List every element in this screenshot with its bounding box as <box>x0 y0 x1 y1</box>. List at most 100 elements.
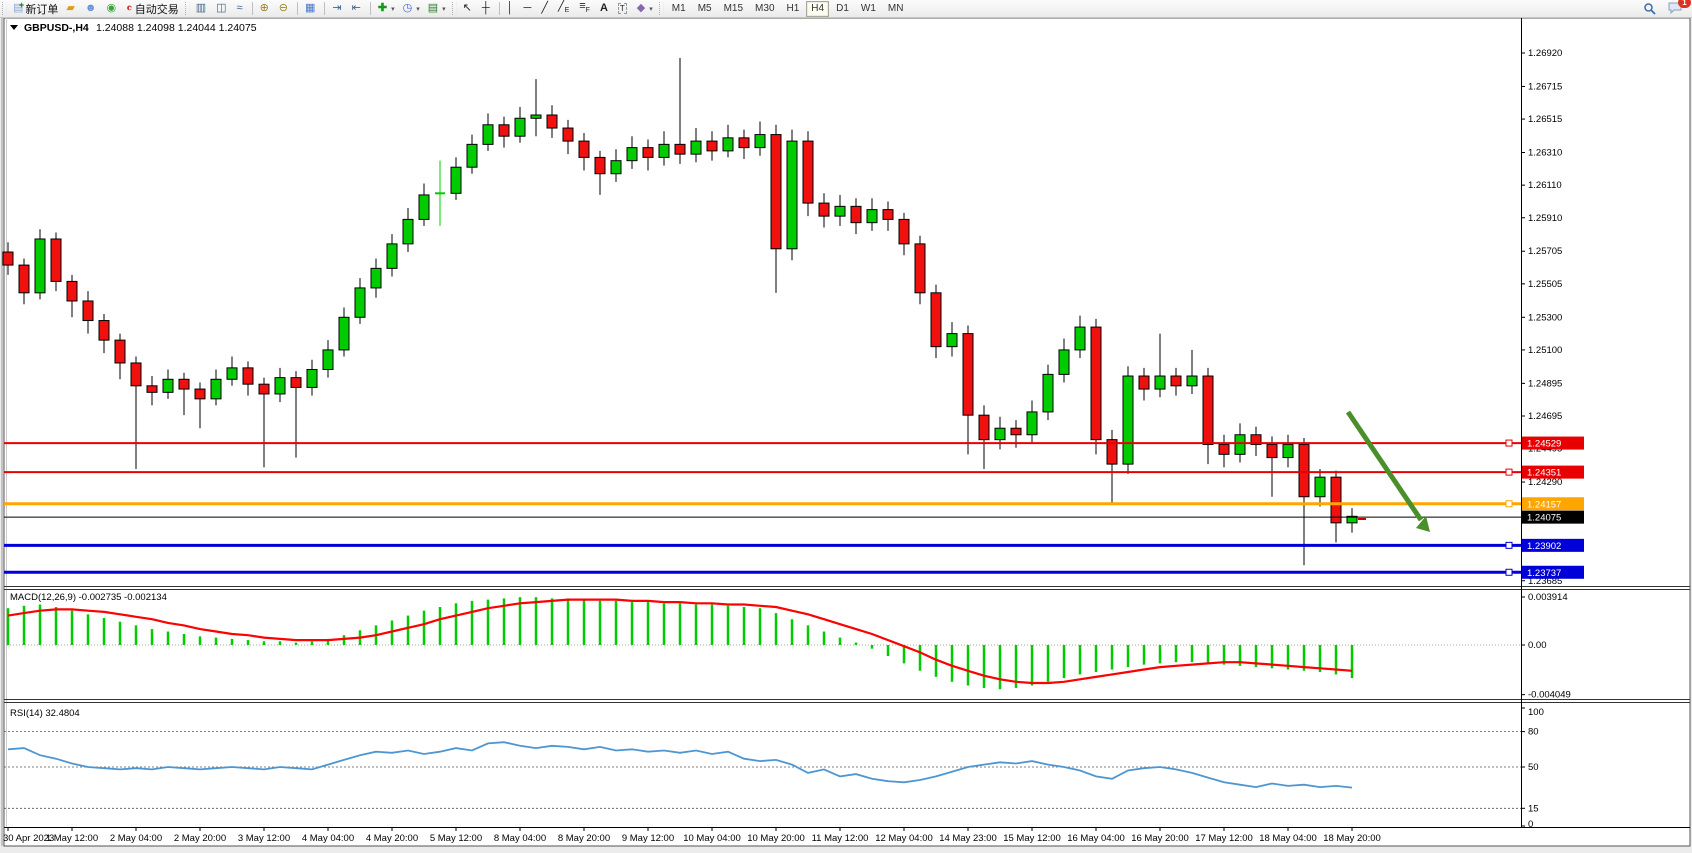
new-order-button[interactable]: ▤ + 新订单 <box>10 0 61 16</box>
horizontal-line-button[interactable]: ─ <box>521 1 537 16</box>
fibonacci-button[interactable]: ≡F <box>576 0 595 16</box>
cursor-icon: ↖ <box>462 2 472 14</box>
search-icon[interactable] <box>1643 2 1656 15</box>
candle <box>802 131 814 217</box>
shapes-button[interactable]: ◆ ▾ <box>634 1 656 16</box>
candle <box>1202 367 1214 465</box>
label-button[interactable]: T <box>615 1 632 16</box>
blue-support-line-2[interactable]: 1.23737 <box>4 565 1584 579</box>
collapse-triangle-icon[interactable] <box>10 25 18 30</box>
svg-text:1.23737: 1.23737 <box>1527 568 1561 579</box>
price-tag-1.24157: 1.24157 <box>1522 497 1584 511</box>
chart-shift-button[interactable]: ⇤ <box>349 1 366 16</box>
red-resistance-line-1[interactable]: 1.24529 <box>4 436 1584 450</box>
toolbar-separator <box>251 2 253 15</box>
signals-button[interactable]: ◉ <box>103 1 121 16</box>
channel-button[interactable]: ╱E <box>555 0 574 16</box>
svg-text:0.003914: 0.003914 <box>1528 592 1568 603</box>
periods-button[interactable]: ◷ ▾ <box>400 1 423 16</box>
candle <box>626 136 638 169</box>
autotrade-icon: ● ▸ <box>126 2 133 14</box>
tile-windows-button[interactable]: ▦ <box>302 1 320 16</box>
candle <box>658 131 670 166</box>
svg-text:1.24895: 1.24895 <box>1528 378 1562 389</box>
candle <box>514 106 526 143</box>
chat-button[interactable]: 1 <box>1668 0 1691 17</box>
red-resistance-line-2[interactable]: 1.24351 <box>4 465 1584 479</box>
line-handle[interactable] <box>1505 468 1513 476</box>
macd-panel[interactable]: MACD(12,26,9) -0.002735 -0.002134 0.00391… <box>4 592 1571 701</box>
crosshair-button[interactable]: ┼ <box>479 1 495 16</box>
svg-text:15: 15 <box>1528 803 1539 814</box>
candle <box>1090 318 1102 455</box>
svg-text:3 May 12:00: 3 May 12:00 <box>238 833 290 844</box>
svg-text:16 May 04:00: 16 May 04:00 <box>1067 833 1125 844</box>
text-icon: A <box>599 2 608 14</box>
zoom-out-button[interactable]: ⊖ <box>276 1 293 16</box>
trend-arrow-annotation[interactable] <box>1345 410 1430 532</box>
toolbar-separator <box>369 2 371 15</box>
price-tag-1.23902: 1.23902 <box>1522 538 1584 552</box>
timeframe-button-m15[interactable]: M15 <box>723 2 744 14</box>
candlestick-chart-button[interactable]: ◫ <box>213 1 231 16</box>
svg-text:9 May 12:00: 9 May 12:00 <box>622 833 674 844</box>
styler-button[interactable]: ▰ <box>63 1 79 16</box>
timeframe-button-h4[interactable]: H4 <box>806 0 830 17</box>
indicators-button[interactable]: ✚ ▾ <box>375 1 398 16</box>
svg-text:100: 100 <box>1528 707 1544 718</box>
candle <box>210 369 222 406</box>
line-chart-button[interactable]: ≈ <box>234 1 248 16</box>
chevron-down-icon: ▾ <box>416 5 420 13</box>
blue-support-line-1[interactable]: 1.23902 <box>4 538 1584 552</box>
timeframe-button-mn[interactable]: MN <box>887 2 904 14</box>
timeframe-button-w1[interactable]: W1 <box>860 2 876 14</box>
rsi-label: RSI(14) 32.4804 <box>10 708 80 719</box>
line-handle[interactable] <box>1505 500 1513 508</box>
templates-button[interactable]: ▤ ▾ <box>425 1 449 16</box>
candle <box>706 131 718 161</box>
candle <box>1218 434 1230 468</box>
candle <box>162 369 174 399</box>
auto-trading-button[interactable]: ● ▸ 自动交易 <box>123 1 182 16</box>
line-handle[interactable] <box>1505 568 1513 576</box>
zoom-in-button[interactable]: ⊕ <box>257 1 274 16</box>
candle <box>1346 508 1358 533</box>
svg-text:1.25100: 1.25100 <box>1528 345 1562 356</box>
svg-text:12 May 04:00: 12 May 04:00 <box>875 833 933 844</box>
svg-text:2 May 04:00: 2 May 04:00 <box>110 833 162 844</box>
profile-icon: ☻ <box>84 2 97 14</box>
rsi-panel[interactable]: RSI(14) 32.4804 100 80 50 15 0 <box>4 707 1544 830</box>
candle <box>418 183 430 226</box>
timeframe-button-m30[interactable]: M30 <box>755 2 775 14</box>
profile-button[interactable]: ☻ <box>82 1 102 16</box>
timeframe-button-d1[interactable]: D1 <box>836 2 849 14</box>
line-handle[interactable] <box>1505 439 1513 447</box>
cursor-button[interactable]: ↖ <box>460 1 477 16</box>
timeframe-button-m1[interactable]: M1 <box>671 2 686 14</box>
bar-chart-button[interactable]: ▥ <box>193 1 211 16</box>
candlestick-series[interactable] <box>2 57 1366 566</box>
price-tag-1.24351: 1.24351 <box>1522 465 1584 479</box>
text-button[interactable]: A <box>597 1 613 16</box>
toolbar-right-group: 1 <box>1643 0 1691 17</box>
vertical-line-button[interactable]: │ <box>504 1 519 16</box>
svg-text:1.24351: 1.24351 <box>1527 468 1561 479</box>
orange-support-line[interactable]: 1.24157 <box>4 497 1584 511</box>
candle <box>402 207 414 253</box>
svg-text:1.26920: 1.26920 <box>1528 48 1562 59</box>
bars-icon: ▥ <box>195 2 207 14</box>
candle <box>34 229 46 300</box>
line-handle[interactable] <box>1505 541 1513 549</box>
current-price-line[interactable]: 1.24075 <box>4 510 1584 524</box>
timeframe-button-m5[interactable]: M5 <box>697 2 712 14</box>
svg-text:18 May 04:00: 18 May 04:00 <box>1259 833 1317 844</box>
styler-icon: ▰ <box>66 2 75 14</box>
new-order-button-label: 新订单 <box>25 3 59 16</box>
auto-scroll-button[interactable]: ⇥ <box>329 1 346 16</box>
candle <box>1314 469 1326 507</box>
timeframe-button-h1[interactable]: H1 <box>786 2 800 14</box>
trendline-button[interactable]: ╱ <box>538 1 553 16</box>
svg-text:15 May 12:00: 15 May 12:00 <box>1003 833 1061 844</box>
